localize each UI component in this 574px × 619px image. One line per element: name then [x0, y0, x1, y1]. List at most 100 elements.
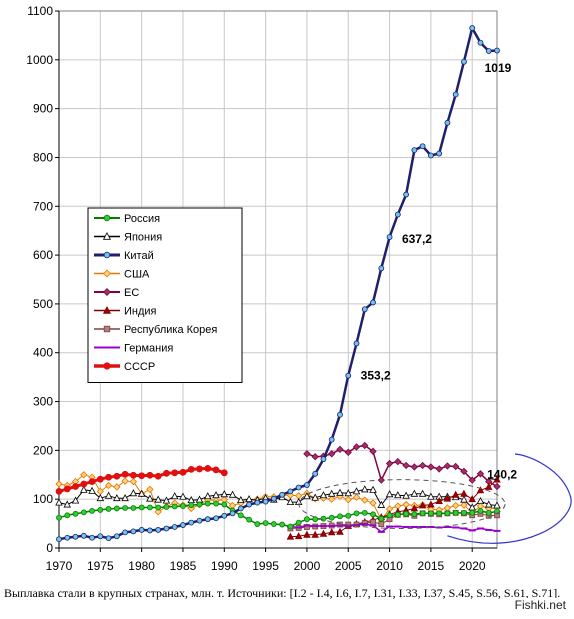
data-point [147, 472, 153, 478]
data-point [329, 451, 335, 457]
data-point [172, 504, 177, 509]
data-point [345, 497, 351, 503]
legend-box [88, 208, 242, 383]
data-point [114, 534, 119, 539]
legend-label: Россия [124, 213, 160, 225]
data-point [444, 463, 450, 469]
data-point [494, 483, 500, 489]
data-point [122, 471, 128, 477]
x-tick-label: 2000 [294, 559, 321, 573]
data-point [123, 505, 128, 510]
data-point [386, 491, 392, 497]
data-point [97, 488, 103, 494]
legend-label: Германия [124, 343, 173, 355]
data-point [81, 487, 87, 493]
y-tick-label: 300 [33, 395, 53, 409]
data-point [470, 510, 475, 515]
data-point [470, 26, 475, 31]
data-point [197, 518, 202, 523]
data-point [354, 341, 359, 346]
legend-label: СССР [124, 361, 155, 373]
x-tick-label: 1995 [252, 559, 279, 573]
data-point [412, 148, 417, 153]
data-point [412, 512, 417, 517]
data-point [263, 521, 268, 526]
data-point [329, 496, 335, 502]
data-point [346, 513, 351, 518]
data-point [56, 488, 62, 494]
data-point [437, 511, 442, 516]
data-point [172, 493, 178, 499]
data-point [321, 516, 326, 521]
data-point [205, 517, 210, 522]
data-point [312, 454, 318, 460]
data-point [57, 515, 62, 520]
steel-production-chart: 0100200300400500600700800900100011001970… [0, 0, 574, 584]
data-point [445, 120, 450, 125]
data-point [411, 464, 417, 470]
data-point [147, 528, 152, 533]
data-point [139, 473, 145, 479]
data-point [73, 483, 79, 489]
data-point [130, 479, 136, 485]
data-point [478, 508, 483, 513]
data-point [163, 470, 169, 476]
data-point [180, 469, 186, 475]
data-point [420, 144, 425, 149]
data-point [404, 192, 409, 197]
data-point [444, 505, 450, 511]
data-point [180, 523, 185, 528]
x-tick-label: 1970 [46, 559, 73, 573]
data-point [172, 470, 178, 476]
data-point [370, 500, 376, 506]
x-tick-label: 1975 [87, 559, 114, 573]
data-point [371, 300, 376, 305]
y-tick-label: 1000 [26, 53, 53, 67]
data-point [221, 491, 227, 497]
data-point [196, 466, 202, 472]
data-point [106, 474, 112, 480]
data-point [73, 511, 78, 516]
data-point [172, 525, 177, 530]
x-tick-label: 1980 [128, 559, 155, 573]
data-point [65, 513, 70, 518]
data-point [403, 462, 409, 468]
data-point [230, 511, 235, 516]
data-point [404, 511, 409, 516]
legend-swatch-marker [104, 363, 110, 369]
data-point [205, 465, 211, 471]
data-point [106, 506, 111, 511]
data-point [139, 527, 144, 532]
data-point [180, 504, 185, 509]
data-point [131, 529, 136, 534]
data-point [288, 524, 293, 529]
data-point [362, 307, 367, 312]
data-point [221, 470, 227, 476]
data-point [313, 471, 318, 476]
data-point [296, 493, 302, 499]
x-tick-label: 2010 [376, 559, 403, 573]
data-point [379, 522, 384, 527]
data-point [214, 501, 219, 506]
data-point [362, 497, 368, 503]
legend-label: Япония [124, 232, 162, 244]
data-point [247, 517, 252, 522]
x-tick-label: 1990 [211, 559, 238, 573]
data-point [280, 522, 285, 527]
data-point [445, 511, 450, 516]
data-point [395, 512, 400, 517]
data-point [197, 502, 202, 507]
data-point [280, 492, 285, 497]
data-point [156, 505, 161, 510]
data-point [395, 458, 401, 464]
watermark: Fishki.net [513, 598, 568, 612]
x-tick-label: 2005 [335, 559, 362, 573]
data-point [222, 502, 227, 507]
data-point [114, 506, 119, 511]
data-point [147, 486, 153, 492]
data-point [81, 481, 87, 487]
data-point [247, 502, 252, 507]
data-point [106, 536, 111, 541]
data-point [189, 520, 194, 525]
data-point [362, 510, 367, 515]
